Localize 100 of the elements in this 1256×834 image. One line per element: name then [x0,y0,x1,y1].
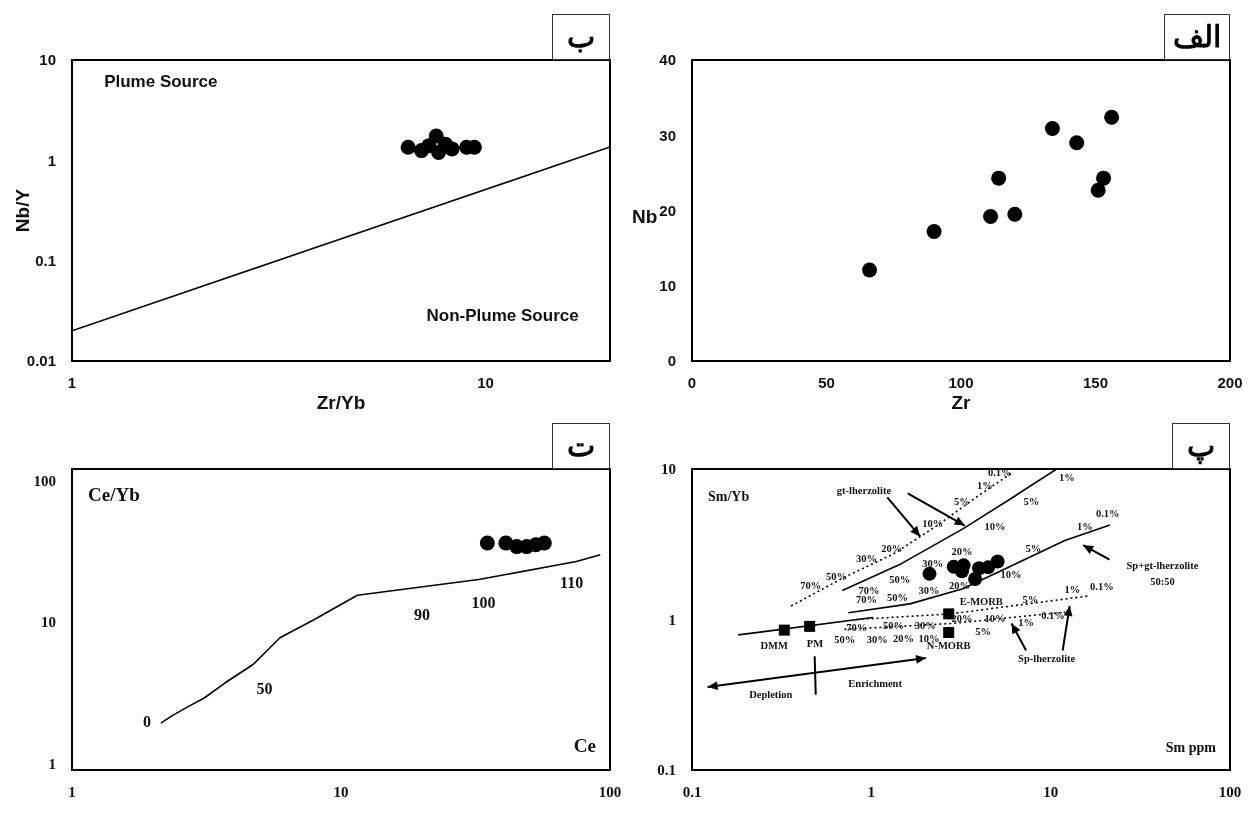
y-tick-label: 20 [659,201,676,219]
x-tick-label: 10 [1043,783,1059,800]
annotation: 0.1% [1095,507,1120,519]
annotation: 1% [977,480,993,492]
x-axis-title: Zr/Yb [316,392,366,413]
annotation: 30% [914,619,936,631]
annotation: Non-Plume Source [426,305,579,325]
annotation: 0 [142,712,151,730]
point [862,262,878,278]
point [1044,120,1060,136]
annotation: 1% [1018,616,1035,628]
annotation: 10% [1000,569,1022,581]
annotation: 30% [866,634,888,646]
y-axis-title: Sm/Yb [708,489,750,504]
annotation: Plume Source [104,71,218,91]
y-axis-title: Nb [632,205,658,227]
annotation: 5% [975,625,991,637]
chart-title: ت [552,423,610,469]
annotation: 50% [883,619,905,631]
y-tick-label: 0 [667,352,676,370]
y-tick-label: 100 [33,472,56,489]
x-tick-label: 1 [867,783,876,800]
annotation: 0.1% [1041,610,1065,622]
annotation: 30% [918,584,940,596]
annotation: PM [806,638,824,650]
annotation: 5% [1022,593,1039,605]
point [1090,182,1106,198]
x-tick-label: 0.1 [682,783,702,800]
point [926,224,942,240]
annotation: Enrichment [848,677,903,689]
annotation: 1% [1058,472,1075,484]
y-axis-title: Nb/Y [12,188,34,233]
annotation: 100 [471,594,496,612]
chart-title: ب [552,14,610,60]
x-tick-label: 100 [598,783,622,800]
chart-title: پ [1172,423,1230,469]
annotation: 5% [1025,543,1042,555]
x-tick-label: 200 [1217,373,1243,391]
annotation: gt-lherzolite [836,484,892,496]
annotation: 0.1% [987,467,1012,479]
annotation: 1% [1064,583,1081,595]
x-tick-label: 50 [818,373,835,391]
x-tick-label: 100 [948,373,974,391]
annotation: 20% [892,632,914,644]
annotation: 5% [1023,495,1040,507]
y-tick-label: 0.01 [26,352,56,370]
y-tick-label: 10 [41,614,56,631]
point [1069,135,1085,151]
x-tick-label: 10 [333,783,349,800]
x-tick-label: 150 [1082,373,1109,391]
x-tick-label: 0 [687,373,697,391]
annotation: 10% [984,520,1006,532]
y-tick-label: 0.1 [657,762,676,779]
x-tick-label: 1 [68,783,76,800]
annotation: 20% [948,580,970,592]
annotation: 5% [954,495,970,507]
x-tick-label: 10 [477,373,494,391]
point [1104,109,1120,125]
annotation: 90 [413,605,430,623]
y-tick-label: 0.1 [35,251,56,269]
annotation: Sp+gt-lherzolite [1126,559,1199,571]
y-axis-title: Ce/Yb [88,484,140,505]
annotation: 50 [256,679,273,697]
y-tick-label: 40 [659,51,676,69]
y-tick-label: 1 [668,611,676,628]
annotation: 50% [834,634,856,646]
annotation: 20% [951,545,973,557]
annotation: 50% [887,591,909,603]
annotation: 70% [800,580,822,592]
annotation: 20% [951,612,973,624]
y-tick-label: 30 [659,126,676,144]
annotation: 20% [881,543,903,555]
point [983,209,999,225]
annotation: Sp-lherzolite [1018,653,1076,665]
annotation: 10% [922,517,944,529]
annotation: 30% [922,558,944,570]
annotation: Depletion [749,689,793,701]
annotation: 50% [889,574,911,586]
annotation: 70% [856,594,878,606]
x-axis-title: Ce [573,735,596,756]
point [1007,206,1023,222]
annotation: 70% [846,622,868,634]
y-tick-label: 10 [659,277,676,295]
y-tick-label: 10 [39,51,56,69]
x-tick-label: 1 [67,373,77,391]
annotation: 1% [1076,520,1093,532]
y-tick-label: 1 [48,755,56,772]
annotation: 50% [826,570,848,582]
annotation: 10% [984,612,1006,624]
annotation: DMM [760,640,788,652]
annotation: E-MORB [959,595,1003,607]
x-tick-label: 100 [1218,783,1242,800]
x-axis-title: Zr [951,392,972,413]
point [1096,170,1112,186]
y-tick-label: 10 [661,461,676,478]
x-axis-title: Sm ppm [1165,740,1217,755]
point [991,170,1007,186]
annotation: 30% [856,553,878,565]
y-tick-label: 1 [47,151,56,169]
annotation: 50:50 [1150,576,1175,588]
